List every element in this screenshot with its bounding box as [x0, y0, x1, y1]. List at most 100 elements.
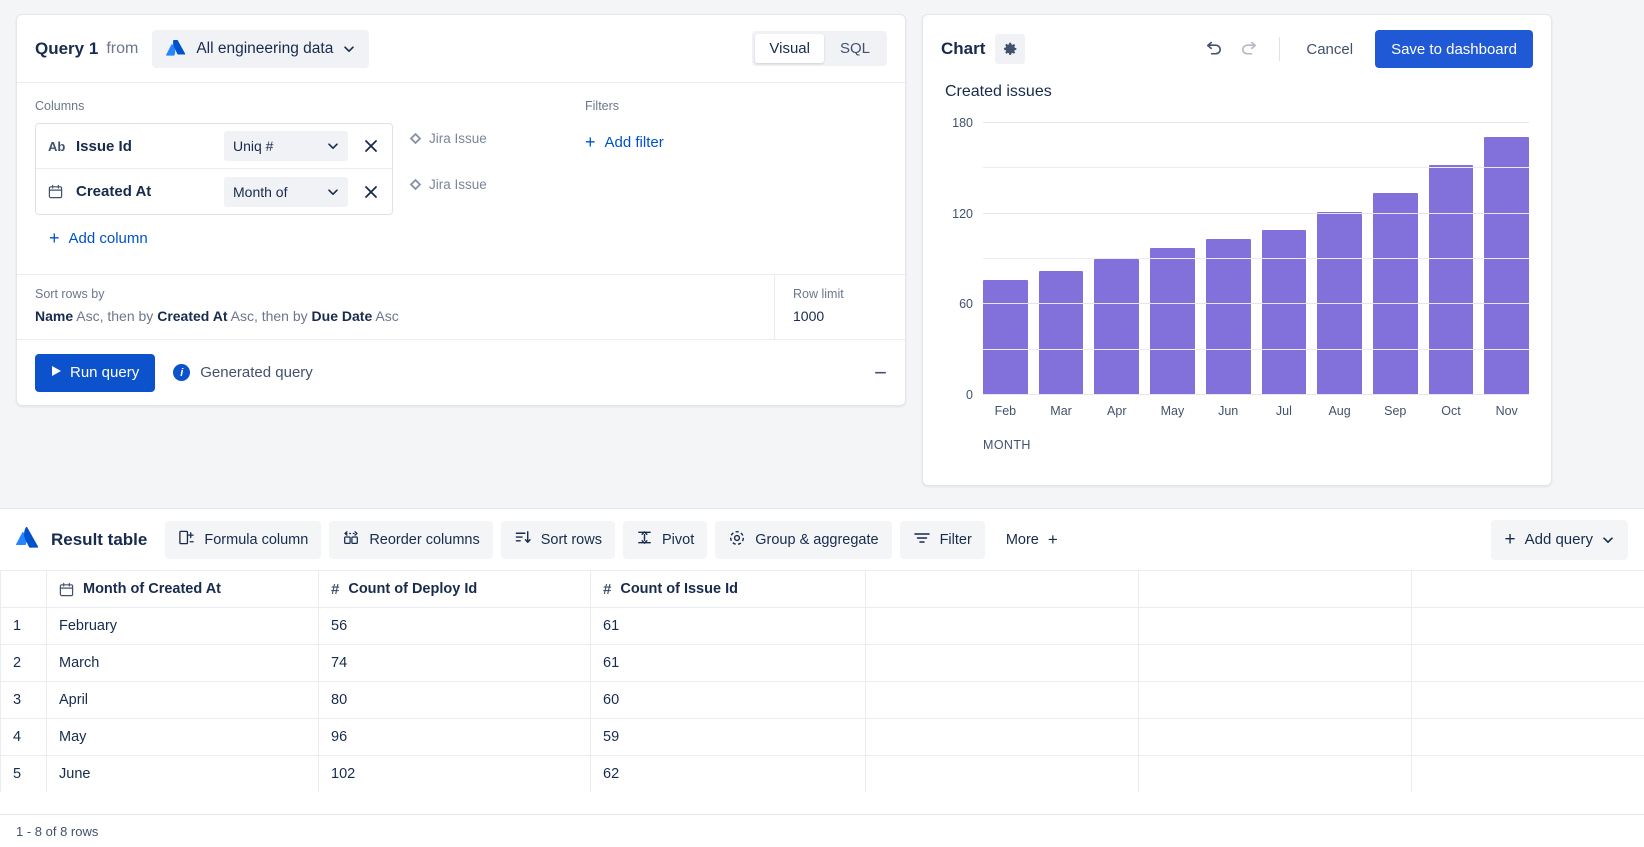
table-cell[interactable]: 102 — [318, 755, 591, 792]
table-row[interactable]: 5 June 102 62 — [0, 755, 1644, 792]
undo-icon[interactable] — [1197, 33, 1229, 65]
table-cell[interactable]: May — [46, 718, 319, 756]
table-cell[interactable] — [1138, 607, 1412, 645]
gear-icon[interactable] — [995, 34, 1026, 64]
redo-icon[interactable] — [1233, 33, 1265, 65]
column-header[interactable]: # Count of Issue Id — [590, 570, 866, 608]
table-cell[interactable] — [1138, 681, 1412, 719]
row-index-header — [0, 570, 47, 608]
add-filter-button[interactable]: + Add filter — [585, 133, 664, 151]
table-cell[interactable]: 59 — [590, 718, 866, 756]
table-cell[interactable] — [865, 755, 1139, 792]
table-cell[interactable] — [1138, 718, 1412, 756]
query-actions-bar: Run query i Generated query − — [17, 339, 905, 405]
y-axis-tick: 60 — [959, 297, 973, 312]
table-cell[interactable] — [1411, 681, 1644, 719]
table-cell[interactable]: 80 — [318, 681, 591, 719]
bar[interactable] — [1484, 136, 1530, 395]
table-cell[interactable] — [1411, 755, 1644, 792]
more-button[interactable]: More + — [993, 521, 1071, 559]
x-axis-tick: Aug — [1328, 404, 1351, 418]
sort-and-limit-bar: Sort rows by Name Asc, then by Created A… — [17, 274, 905, 339]
chart-title: Chart — [941, 39, 986, 58]
results-zone: Result table Formula column Reorder colu… — [0, 508, 1644, 847]
hash-icon: # — [603, 580, 612, 598]
table-cell[interactable] — [1411, 607, 1644, 645]
table-row[interactable]: 3 April 80 60 — [0, 681, 1644, 719]
row-limit-label: Row limit — [793, 287, 844, 301]
table-cell[interactable]: 74 — [318, 644, 591, 682]
filters-section: Filters + Add filter — [585, 99, 664, 274]
column-header[interactable]: Month of Created At — [46, 570, 319, 608]
bar[interactable] — [1205, 239, 1251, 395]
generated-query-button[interactable]: i Generated query — [173, 364, 313, 381]
group-aggregate-button[interactable]: Group & aggregate — [715, 520, 892, 559]
table-cell[interactable]: 56 — [318, 607, 591, 645]
table-row[interactable]: 1 February 56 61 — [0, 607, 1644, 645]
bar[interactable] — [1038, 271, 1084, 395]
table-cell[interactable] — [865, 644, 1139, 682]
column-header[interactable] — [865, 570, 1139, 608]
table-cell[interactable]: March — [46, 644, 319, 682]
column-name: Issue Id — [76, 137, 132, 155]
reorder-columns-button[interactable]: Reorder columns — [329, 520, 493, 559]
filter-button[interactable]: Filter — [899, 520, 985, 559]
row-index: 2 — [0, 644, 47, 682]
add-column-button[interactable]: + Add column — [49, 229, 555, 247]
column-header[interactable]: # Count of Deploy Id — [318, 570, 591, 608]
bar[interactable] — [1150, 248, 1195, 395]
table-cell[interactable]: 61 — [590, 644, 866, 682]
x-axis-tick: Feb — [994, 404, 1017, 418]
column-row[interactable]: Ab Issue Id Uniq # — [36, 124, 392, 169]
bar[interactable] — [1372, 192, 1418, 395]
formula-column-button[interactable]: Formula column — [165, 520, 322, 559]
tab-sql[interactable]: SQL — [826, 34, 884, 63]
gridline — [983, 122, 1529, 123]
result-table-scroll[interactable]: Month of Created At # Count of Deploy Id — [0, 570, 1644, 792]
table-cell[interactable] — [865, 607, 1139, 645]
pivot-button[interactable]: Pivot — [622, 520, 708, 559]
column-header[interactable] — [1411, 570, 1644, 608]
aggregation-select[interactable]: Month of — [224, 176, 348, 207]
query-mode-toggle: Visual SQL — [752, 31, 887, 66]
table-row[interactable]: 4 May 96 59 — [0, 718, 1644, 756]
aggregation-select[interactable]: Uniq # — [224, 131, 348, 161]
bar[interactable] — [1094, 259, 1140, 395]
table-cell[interactable] — [1411, 718, 1644, 756]
column-row[interactable]: Created At Month of — [36, 169, 392, 214]
table-cell[interactable]: 61 — [590, 607, 866, 645]
remove-column-button[interactable] — [356, 131, 386, 161]
table-cell[interactable]: 60 — [590, 681, 866, 719]
table-cell[interactable] — [1138, 644, 1412, 682]
column-header[interactable] — [1138, 570, 1412, 608]
row-limit-section[interactable]: Row limit 1000 — [775, 275, 905, 339]
table-cell[interactable]: 62 — [590, 755, 866, 792]
table-row[interactable]: 2 March 74 61 — [0, 644, 1644, 682]
x-axis-tick: Jul — [1275, 404, 1292, 418]
bar[interactable] — [1428, 165, 1474, 395]
data-source-selector[interactable]: All engineering data — [152, 29, 370, 68]
save-to-dashboard-button[interactable]: Save to dashboard — [1375, 30, 1533, 68]
pivot-icon — [636, 529, 653, 550]
table-cell[interactable] — [865, 718, 1139, 756]
table-cell[interactable]: June — [46, 755, 319, 792]
sort-rows-button[interactable]: Sort rows — [500, 520, 615, 559]
collapse-panel-button[interactable]: − — [874, 359, 887, 385]
run-query-label: Run query — [70, 364, 140, 381]
table-cell[interactable] — [1411, 644, 1644, 682]
reorder-columns-label: Reorder columns — [369, 531, 480, 548]
remove-column-button[interactable] — [356, 177, 386, 207]
table-cell[interactable] — [865, 681, 1139, 719]
bar[interactable] — [983, 280, 1028, 395]
bar[interactable] — [1261, 230, 1307, 395]
tab-visual[interactable]: Visual — [755, 34, 824, 63]
run-query-button[interactable]: Run query — [35, 353, 156, 392]
table-cell[interactable]: April — [46, 681, 319, 719]
table-cell[interactable]: February — [46, 607, 319, 645]
sort-rows-section[interactable]: Sort rows by Name Asc, then by Created A… — [17, 275, 775, 339]
table-cell[interactable]: 96 — [318, 718, 591, 756]
formula-column-label: Formula column — [204, 531, 309, 548]
add-query-button[interactable]: + Add query — [1490, 519, 1628, 560]
cancel-button[interactable]: Cancel — [1294, 33, 1365, 66]
table-cell[interactable] — [1138, 755, 1412, 792]
